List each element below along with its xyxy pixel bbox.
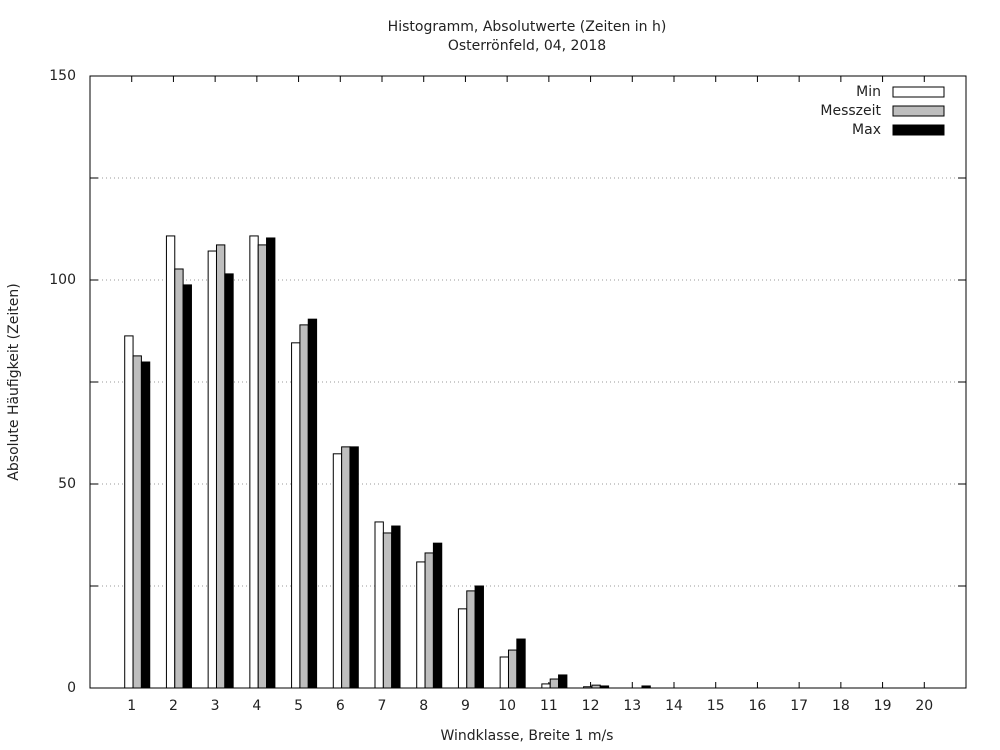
bar: [516, 638, 526, 689]
bar: [583, 686, 593, 689]
y-tick-label: 50: [58, 476, 76, 492]
legend-label: Min: [856, 84, 881, 100]
bar: [382, 532, 393, 689]
bar: [457, 608, 468, 689]
x-tick-label: 4: [252, 698, 261, 714]
bar: [215, 244, 226, 689]
bar: [165, 235, 176, 689]
legend-label: Messzeit: [820, 103, 881, 119]
bar: [182, 284, 192, 689]
bar: [374, 521, 384, 689]
bar: [257, 244, 268, 689]
bar: [391, 525, 401, 689]
bar: [541, 683, 551, 689]
bar: [432, 542, 443, 689]
chart-title: Histogramm, Absolutwerte (Zeiten in h): [388, 19, 667, 35]
bar: [416, 561, 426, 689]
bar: [132, 355, 142, 689]
bar: [299, 324, 309, 689]
x-tick-label: 20: [915, 698, 933, 714]
bar: [474, 585, 484, 689]
bar: [174, 268, 184, 689]
chart-subtitle: Osterrönfeld, 04, 2018: [448, 38, 606, 54]
y-axis-label: Absolute Häufigkeit (Zeiten): [6, 283, 22, 480]
x-tick-label: 18: [832, 698, 850, 714]
bar: [599, 685, 610, 689]
bar: [549, 678, 560, 689]
bar: [291, 342, 301, 689]
bar: [124, 335, 134, 689]
bar: [349, 446, 359, 689]
y-tick-label: 150: [49, 68, 76, 84]
bar: [332, 453, 343, 689]
x-tick-label: 14: [665, 698, 683, 714]
x-tick-label: 6: [336, 698, 345, 714]
bar: [341, 446, 351, 689]
x-tick-label: 19: [874, 698, 892, 714]
legend-label: Max: [852, 122, 881, 138]
bar: [224, 273, 234, 689]
x-tick-label: 8: [419, 698, 428, 714]
bar: [307, 318, 318, 689]
bar: [140, 361, 151, 689]
x-tick-label: 13: [623, 698, 641, 714]
x-tick-label: 10: [498, 698, 516, 714]
bar: [424, 552, 434, 689]
legend-swatch: [892, 105, 945, 117]
bar: [507, 649, 518, 689]
bar: [207, 250, 217, 689]
x-tick-label: 11: [540, 698, 558, 714]
x-tick-label: 12: [582, 698, 600, 714]
x-tick-label: 9: [461, 698, 470, 714]
x-tick-label: 15: [707, 698, 725, 714]
bar: [499, 656, 509, 689]
x-tick-label: 5: [294, 698, 303, 714]
legend-swatch: [892, 86, 945, 98]
x-tick-label: 7: [378, 698, 387, 714]
bar: [249, 235, 259, 689]
bar: [558, 674, 568, 689]
x-tick-label: 17: [790, 698, 808, 714]
y-tick-label: 0: [67, 680, 76, 696]
x-tick-label: 1: [127, 698, 136, 714]
legend-swatch: [892, 124, 945, 136]
bar: [641, 685, 651, 689]
bar: [466, 590, 476, 689]
bar: [591, 684, 601, 689]
x-tick-label: 3: [211, 698, 220, 714]
y-tick-label: 100: [49, 272, 76, 288]
x-tick-label: 2: [169, 698, 178, 714]
x-axis-label: Windklasse, Breite 1 m/s: [441, 728, 614, 744]
bar: [266, 237, 276, 689]
x-tick-label: 16: [749, 698, 767, 714]
